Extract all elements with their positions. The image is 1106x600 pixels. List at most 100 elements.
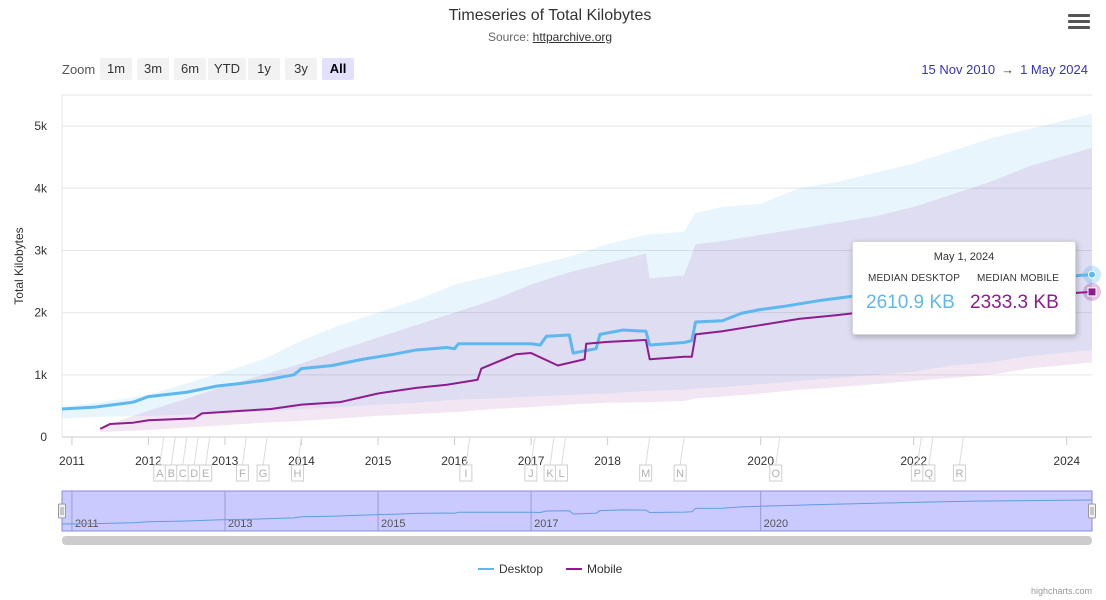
- flag-box[interactable]: [769, 464, 783, 482]
- legend-item-mobile[interactable]: Mobile: [566, 562, 622, 576]
- navigator-left-handle[interactable]: [58, 503, 66, 519]
- flag-stem: [679, 436, 685, 466]
- date-range-from[interactable]: 15 Nov 2010: [921, 62, 996, 77]
- navigator-label: 2020: [764, 518, 788, 530]
- y-tick-label: 2k: [34, 306, 48, 320]
- flag-box[interactable]: [639, 464, 653, 482]
- subtitle-prefix: Source:: [487, 30, 533, 44]
- date-range-arrow: →: [1001, 62, 1015, 77]
- y-tick-label: 4k: [34, 181, 48, 195]
- flag-label: A: [156, 468, 164, 480]
- flag-box[interactable]: [524, 464, 538, 482]
- zoom-all-button[interactable]: All: [322, 58, 354, 80]
- flag-box[interactable]: [952, 464, 966, 482]
- flag-stem: [775, 436, 781, 466]
- x-tick-label: 2020: [747, 454, 774, 468]
- flag-stem: [193, 436, 199, 466]
- scrollbar-thumb[interactable]: [62, 536, 1092, 545]
- flag-stem: [159, 436, 165, 466]
- legend-desktop-swatch: [478, 567, 494, 570]
- flag-stem: [549, 436, 555, 466]
- flag-stem: [928, 436, 934, 466]
- y-tick-label: 0: [40, 430, 47, 444]
- flag-box[interactable]: [922, 464, 936, 482]
- x-tick-label: 2015: [365, 454, 392, 468]
- flag-label: J: [528, 468, 534, 480]
- flag-label: C: [179, 468, 187, 480]
- y-axis-title: Total Kilobytes: [12, 227, 26, 304]
- flag-stem: [297, 436, 303, 466]
- flag-stem: [241, 436, 247, 466]
- series-line-desktop[interactable]: [61, 273, 1093, 411]
- flag-stem: [958, 436, 964, 466]
- flag-label: F: [239, 468, 246, 480]
- flag-label: M: [641, 468, 650, 480]
- flag-label: Q: [925, 468, 934, 480]
- zoom-3m-button[interactable]: 3m: [137, 58, 169, 80]
- flag-label: L: [558, 468, 564, 480]
- navigator-window[interactable]: [61, 490, 1093, 532]
- legend-desktop-label: Desktop: [499, 562, 544, 576]
- zoom-ytd-button[interactable]: YTD: [208, 58, 246, 80]
- flag-box[interactable]: [256, 464, 270, 482]
- x-tick-label: 2013: [212, 454, 239, 468]
- flag-label: I: [464, 468, 467, 480]
- flag-box[interactable]: [199, 464, 213, 482]
- x-tick-label: 2018: [594, 454, 621, 468]
- credits-link[interactable]: highcharts.com: [1030, 586, 1092, 596]
- navigator-right-handle[interactable]: [1088, 503, 1096, 519]
- navigator-label: 2017: [534, 518, 558, 530]
- x-tick-label: 2011: [59, 454, 85, 468]
- band-desktop: [62, 113, 1092, 419]
- series-line-mobile[interactable]: [99, 290, 1093, 430]
- flag-label: R: [955, 468, 963, 480]
- source-link[interactable]: httparchive.org: [532, 30, 613, 44]
- flag-label: E: [202, 468, 209, 480]
- flag-label: G: [259, 468, 268, 480]
- flag-label: K: [546, 468, 554, 480]
- mobile-marker[interactable]: [1087, 287, 1097, 297]
- zoom-3y-button[interactable]: 3y: [285, 58, 317, 80]
- flag-stem: [170, 436, 176, 466]
- menu-icon[interactable]: [1068, 14, 1090, 32]
- flag-label: D: [190, 468, 198, 480]
- zoom-1m-button[interactable]: 1m: [100, 58, 132, 80]
- date-range: 15 Nov 2010 → 1 May 2024: [900, 62, 1088, 77]
- zoom-label: Zoom: [62, 62, 96, 77]
- legend: Desktop Mobile: [0, 562, 1106, 580]
- flag-box[interactable]: [555, 464, 569, 482]
- y-tick-label: 3k: [34, 243, 48, 257]
- zoom-1y-button[interactable]: 1y: [248, 58, 280, 80]
- y-tick-label: 1k: [34, 368, 48, 382]
- y-tick-label: 5k: [34, 119, 48, 133]
- legend-mobile-swatch: [566, 567, 582, 570]
- flag-stem: [262, 436, 268, 466]
- flag-label: B: [168, 468, 175, 480]
- flag-label: H: [294, 468, 302, 480]
- flag-stem: [530, 436, 536, 466]
- tooltip: May 1, 2024 MEDIAN DESKTOP MEDIAN MOBILE…: [852, 241, 1076, 335]
- flag-label: P: [914, 468, 921, 480]
- tooltip-mobile-label: MEDIAN MOBILE: [977, 273, 1060, 284]
- desktop-marker[interactable]: [1088, 270, 1096, 279]
- flag-stem: [561, 436, 567, 466]
- flag-box[interactable]: [459, 464, 473, 482]
- chart-title: Timeseries of Total Kilobytes: [448, 7, 652, 24]
- navigator-series: [61, 499, 1093, 525]
- flag-stem: [465, 436, 471, 466]
- tooltip-desktop-label: MEDIAN DESKTOP: [868, 273, 961, 284]
- flag-label: N: [676, 468, 684, 480]
- flag-stem: [205, 436, 211, 466]
- tooltip-date: May 1, 2024: [933, 251, 995, 263]
- flag-stem: [916, 436, 922, 466]
- tooltip-desktop-value: 2610.9 KB: [866, 292, 955, 313]
- zoom-6m-button[interactable]: 6m: [174, 58, 206, 80]
- flag-label: O: [772, 468, 781, 480]
- flag-box[interactable]: [291, 464, 305, 482]
- flag-box[interactable]: [673, 464, 687, 482]
- legend-item-desktop[interactable]: Desktop: [478, 562, 543, 576]
- flag-box[interactable]: [235, 464, 249, 482]
- date-range-to[interactable]: 1 May 2024: [1020, 62, 1088, 77]
- tooltip-mobile-value: 2333.3 KB: [970, 292, 1059, 313]
